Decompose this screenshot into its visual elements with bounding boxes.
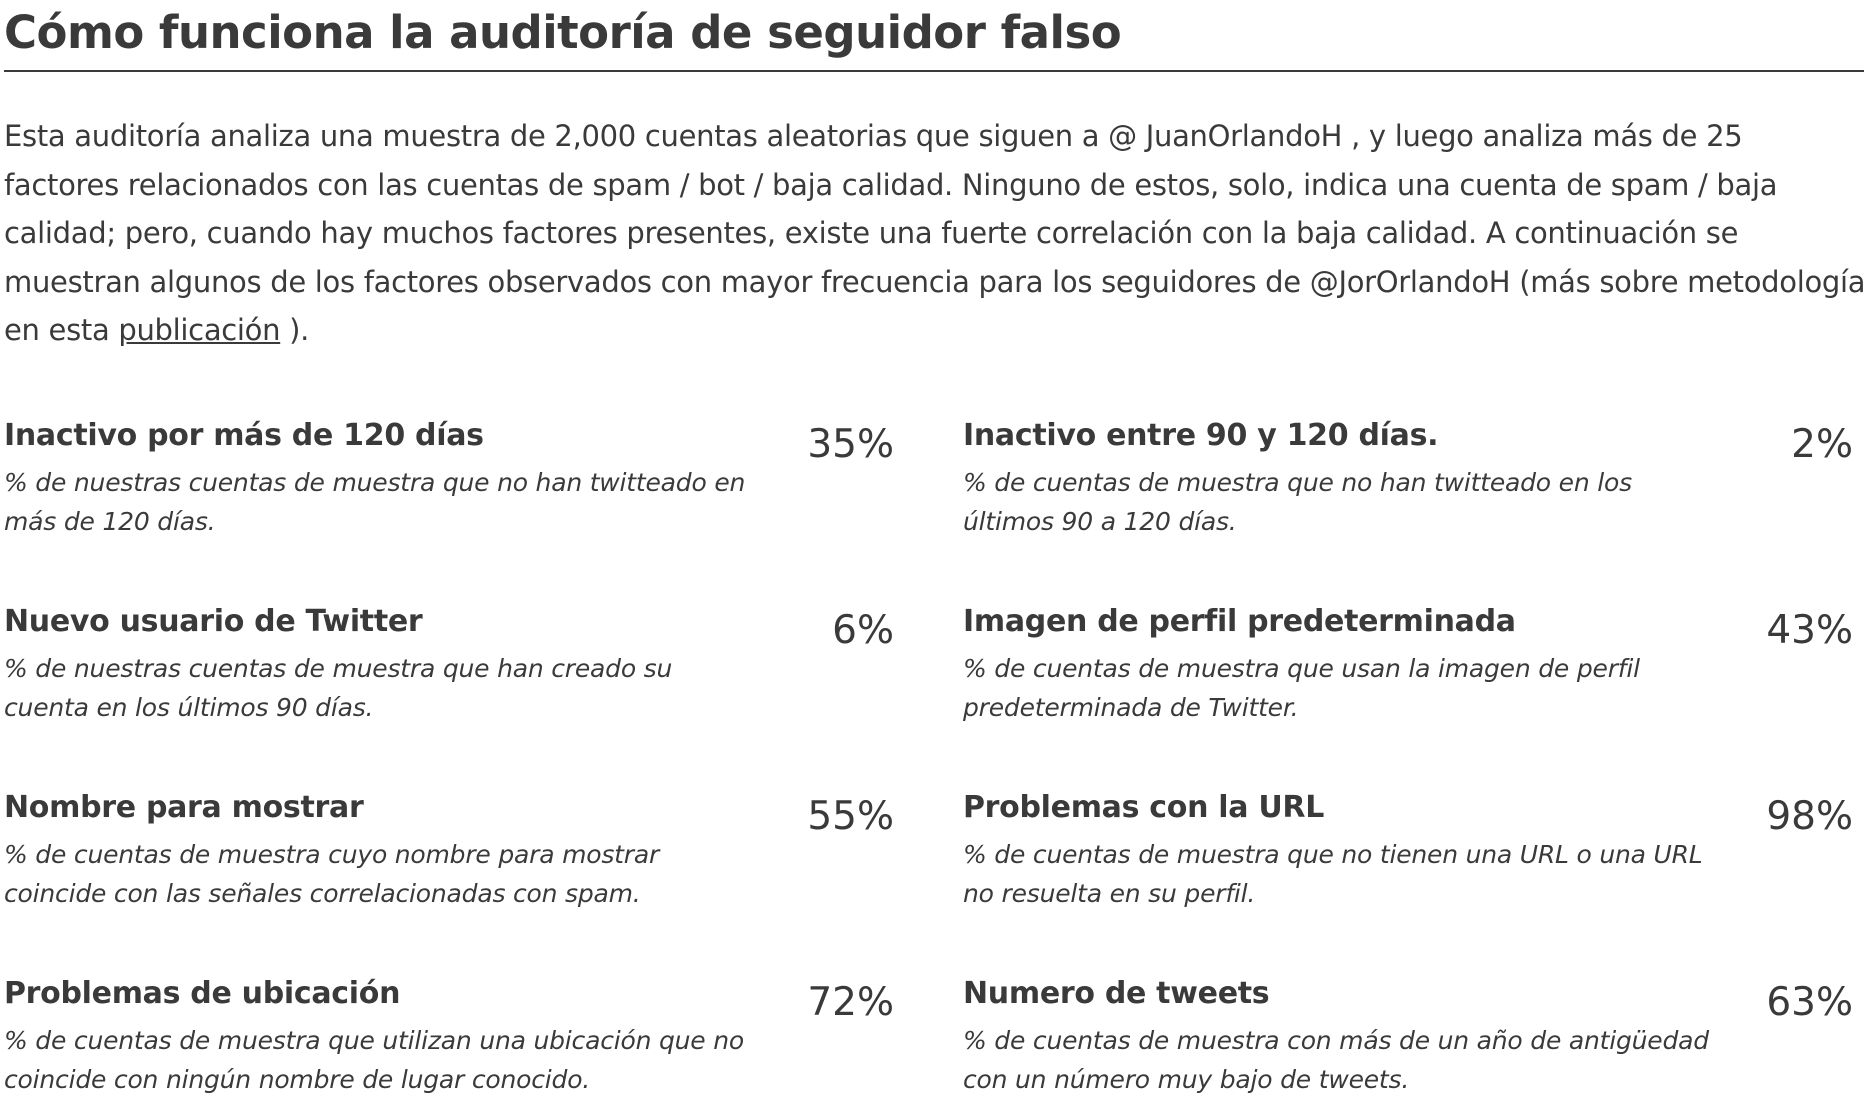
factor-description: % de cuentas de muestra que no tienen un… (963, 840, 1703, 908)
factor-title: Inactivo entre 90 y 120 días. (963, 418, 1439, 453)
factor-title: Numero de tweets (963, 976, 1270, 1011)
factor-percent: 63% (1766, 980, 1853, 1025)
factor-description: % de nuestras cuentas de muestra que han… (4, 654, 673, 722)
factor-percent: 98% (1766, 794, 1853, 839)
factor-percent: 55% (807, 794, 894, 839)
factor-title: Inactivo por más de 120 días (4, 418, 484, 453)
factor-title: Nuevo usuario de Twitter (4, 604, 423, 639)
factor-description: % de cuentas de muestra con más de un añ… (963, 1026, 1709, 1094)
factor-title: Problemas de ubicación (4, 976, 401, 1011)
factor-percent: 43% (1766, 608, 1853, 653)
factor-description: % de nuestras cuentas de muestra que no … (4, 468, 746, 536)
factor-percent: 6% (832, 608, 894, 653)
factor-percent: 35% (807, 422, 894, 467)
intro-text: Esta auditoría analiza una muestra de 2,… (4, 119, 1866, 347)
intro-paragraph: Esta auditoría analiza una muestra de 2,… (4, 112, 1866, 355)
factor-title: Imagen de perfil predeterminada (963, 604, 1516, 639)
title-divider (4, 70, 1864, 72)
intro-text-end: ). (280, 313, 310, 347)
publication-link[interactable]: publicación (118, 313, 281, 347)
factor-description: % de cuentas de muestra que no han twitt… (963, 468, 1632, 536)
factor-description: % de cuentas de muestra que utilizan una… (4, 1026, 744, 1094)
factor-description: % de cuentas de muestra que usan la imag… (963, 654, 1640, 722)
factor-percent: 2% (1791, 422, 1853, 467)
factor-description: % de cuentas de muestra cuyo nombre para… (4, 840, 660, 908)
factor-title: Problemas con la URL (963, 790, 1325, 825)
factor-percent: 72% (807, 980, 894, 1025)
factor-title: Nombre para mostrar (4, 790, 364, 825)
page-title: Cómo funciona la auditoría de seguidor f… (4, 6, 1122, 59)
